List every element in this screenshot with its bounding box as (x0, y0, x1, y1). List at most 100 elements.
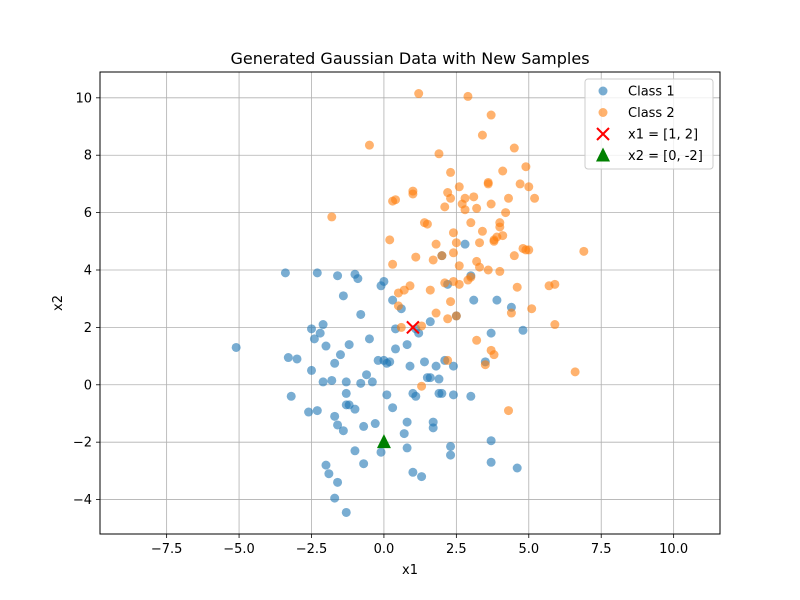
class-1-point (399, 429, 409, 439)
class-2-point (550, 279, 560, 289)
class-1-point (280, 268, 290, 278)
x-tick-label: −2.5 (296, 542, 328, 557)
class-2-point (512, 282, 522, 292)
class-2-point (495, 266, 505, 276)
class-2-point (509, 143, 519, 153)
class-2-point (443, 355, 453, 365)
class-1-point (417, 472, 427, 482)
class-1-point (286, 391, 296, 401)
class-2-point (570, 367, 580, 377)
class-1-point (292, 354, 302, 364)
class-2-point (446, 193, 456, 203)
class-1-point (405, 361, 415, 371)
class-1-point (333, 477, 343, 487)
class-1-point (379, 276, 389, 286)
class-1-point (353, 274, 363, 284)
class-1-point (425, 317, 435, 327)
class-1-point (518, 325, 528, 335)
y-tick-label: 6 (84, 206, 92, 221)
class-2-point (434, 149, 444, 159)
class-1-point (356, 309, 366, 319)
legend-label-4: x2 = [0, -2] (628, 149, 703, 164)
class-1-point (370, 419, 380, 429)
class-1-point (446, 450, 456, 460)
class-1-point (327, 375, 337, 385)
y-tick-label: −2 (73, 436, 92, 451)
class-1-point (437, 388, 447, 398)
class-2-point (498, 231, 508, 241)
class-2-point (393, 301, 403, 311)
x-tick-label: 10.0 (659, 542, 688, 557)
class-2-point (524, 182, 534, 192)
class-2-point (440, 278, 450, 288)
class-2-point (509, 251, 519, 261)
class-1-point (388, 403, 398, 413)
sample-x2-marker (376, 434, 391, 449)
chart-title: Generated Gaussian Data with New Samples (230, 49, 589, 68)
class-2-point (422, 219, 432, 229)
class-1-point (344, 340, 354, 350)
class-2-point (466, 272, 476, 282)
class-1-point (469, 295, 479, 305)
class-2-point (405, 281, 415, 291)
class-2-point (506, 308, 516, 318)
class-2-point (550, 320, 560, 330)
legend-box (584, 78, 714, 170)
class-1-point (364, 334, 374, 344)
class-2-point (396, 322, 406, 332)
class-2-point (448, 248, 458, 258)
class-1-point (359, 421, 369, 431)
class-1-point (486, 436, 496, 446)
x-tick-label: 7.5 (591, 542, 612, 557)
class-1-point (356, 378, 366, 388)
class-2-point (498, 166, 508, 176)
x-tick-label: −7.5 (151, 542, 183, 557)
x-tick-label: 0.0 (374, 542, 395, 557)
class-2-point (501, 208, 511, 218)
x-axis-label: x1 (402, 563, 418, 578)
x-tick-label: 2.5 (446, 542, 467, 557)
data-points (231, 89, 589, 517)
class-2-point (417, 321, 427, 331)
class-1-point (466, 391, 476, 401)
legend-label-3: x1 = [1, 2] (628, 128, 698, 143)
class-2-point (391, 195, 401, 205)
class-1-point (367, 377, 377, 387)
class-2-point (408, 189, 418, 199)
class-1-point (312, 268, 322, 278)
class-1-point (341, 507, 351, 517)
class-1-point (431, 361, 441, 371)
class-1-point (448, 361, 458, 371)
class-1-point (362, 370, 372, 380)
class-1-point (306, 365, 316, 375)
class-1-point (402, 340, 412, 350)
class-2-point (469, 192, 479, 202)
x-tick-label: −5.0 (223, 542, 255, 557)
class-2-point (414, 89, 424, 99)
class-1-point (304, 407, 314, 417)
class-2-point (451, 311, 461, 321)
class-2-point (524, 245, 534, 255)
class-2-point (460, 205, 470, 215)
class-1-point (385, 357, 395, 367)
class-2-point (463, 91, 473, 101)
class-2-point (495, 218, 505, 228)
class-1-point (419, 357, 429, 367)
y-tick-label: 0 (84, 378, 92, 393)
class-2-point (504, 406, 514, 416)
class-2-point (327, 212, 337, 222)
class-2-point (437, 251, 447, 261)
class-1-point (333, 271, 343, 281)
class-1-point (388, 295, 398, 305)
y-tick-label: 8 (84, 149, 92, 164)
class-1-point (448, 390, 458, 400)
class-2-point (454, 279, 464, 289)
class-1-point (408, 467, 418, 477)
class-1-point (492, 295, 502, 305)
class-2-point (515, 179, 525, 189)
class-2-point (417, 381, 427, 391)
legend-marker-4 (596, 147, 610, 162)
x-tick-label: 5.0 (518, 542, 539, 557)
class-2-point (466, 218, 476, 228)
